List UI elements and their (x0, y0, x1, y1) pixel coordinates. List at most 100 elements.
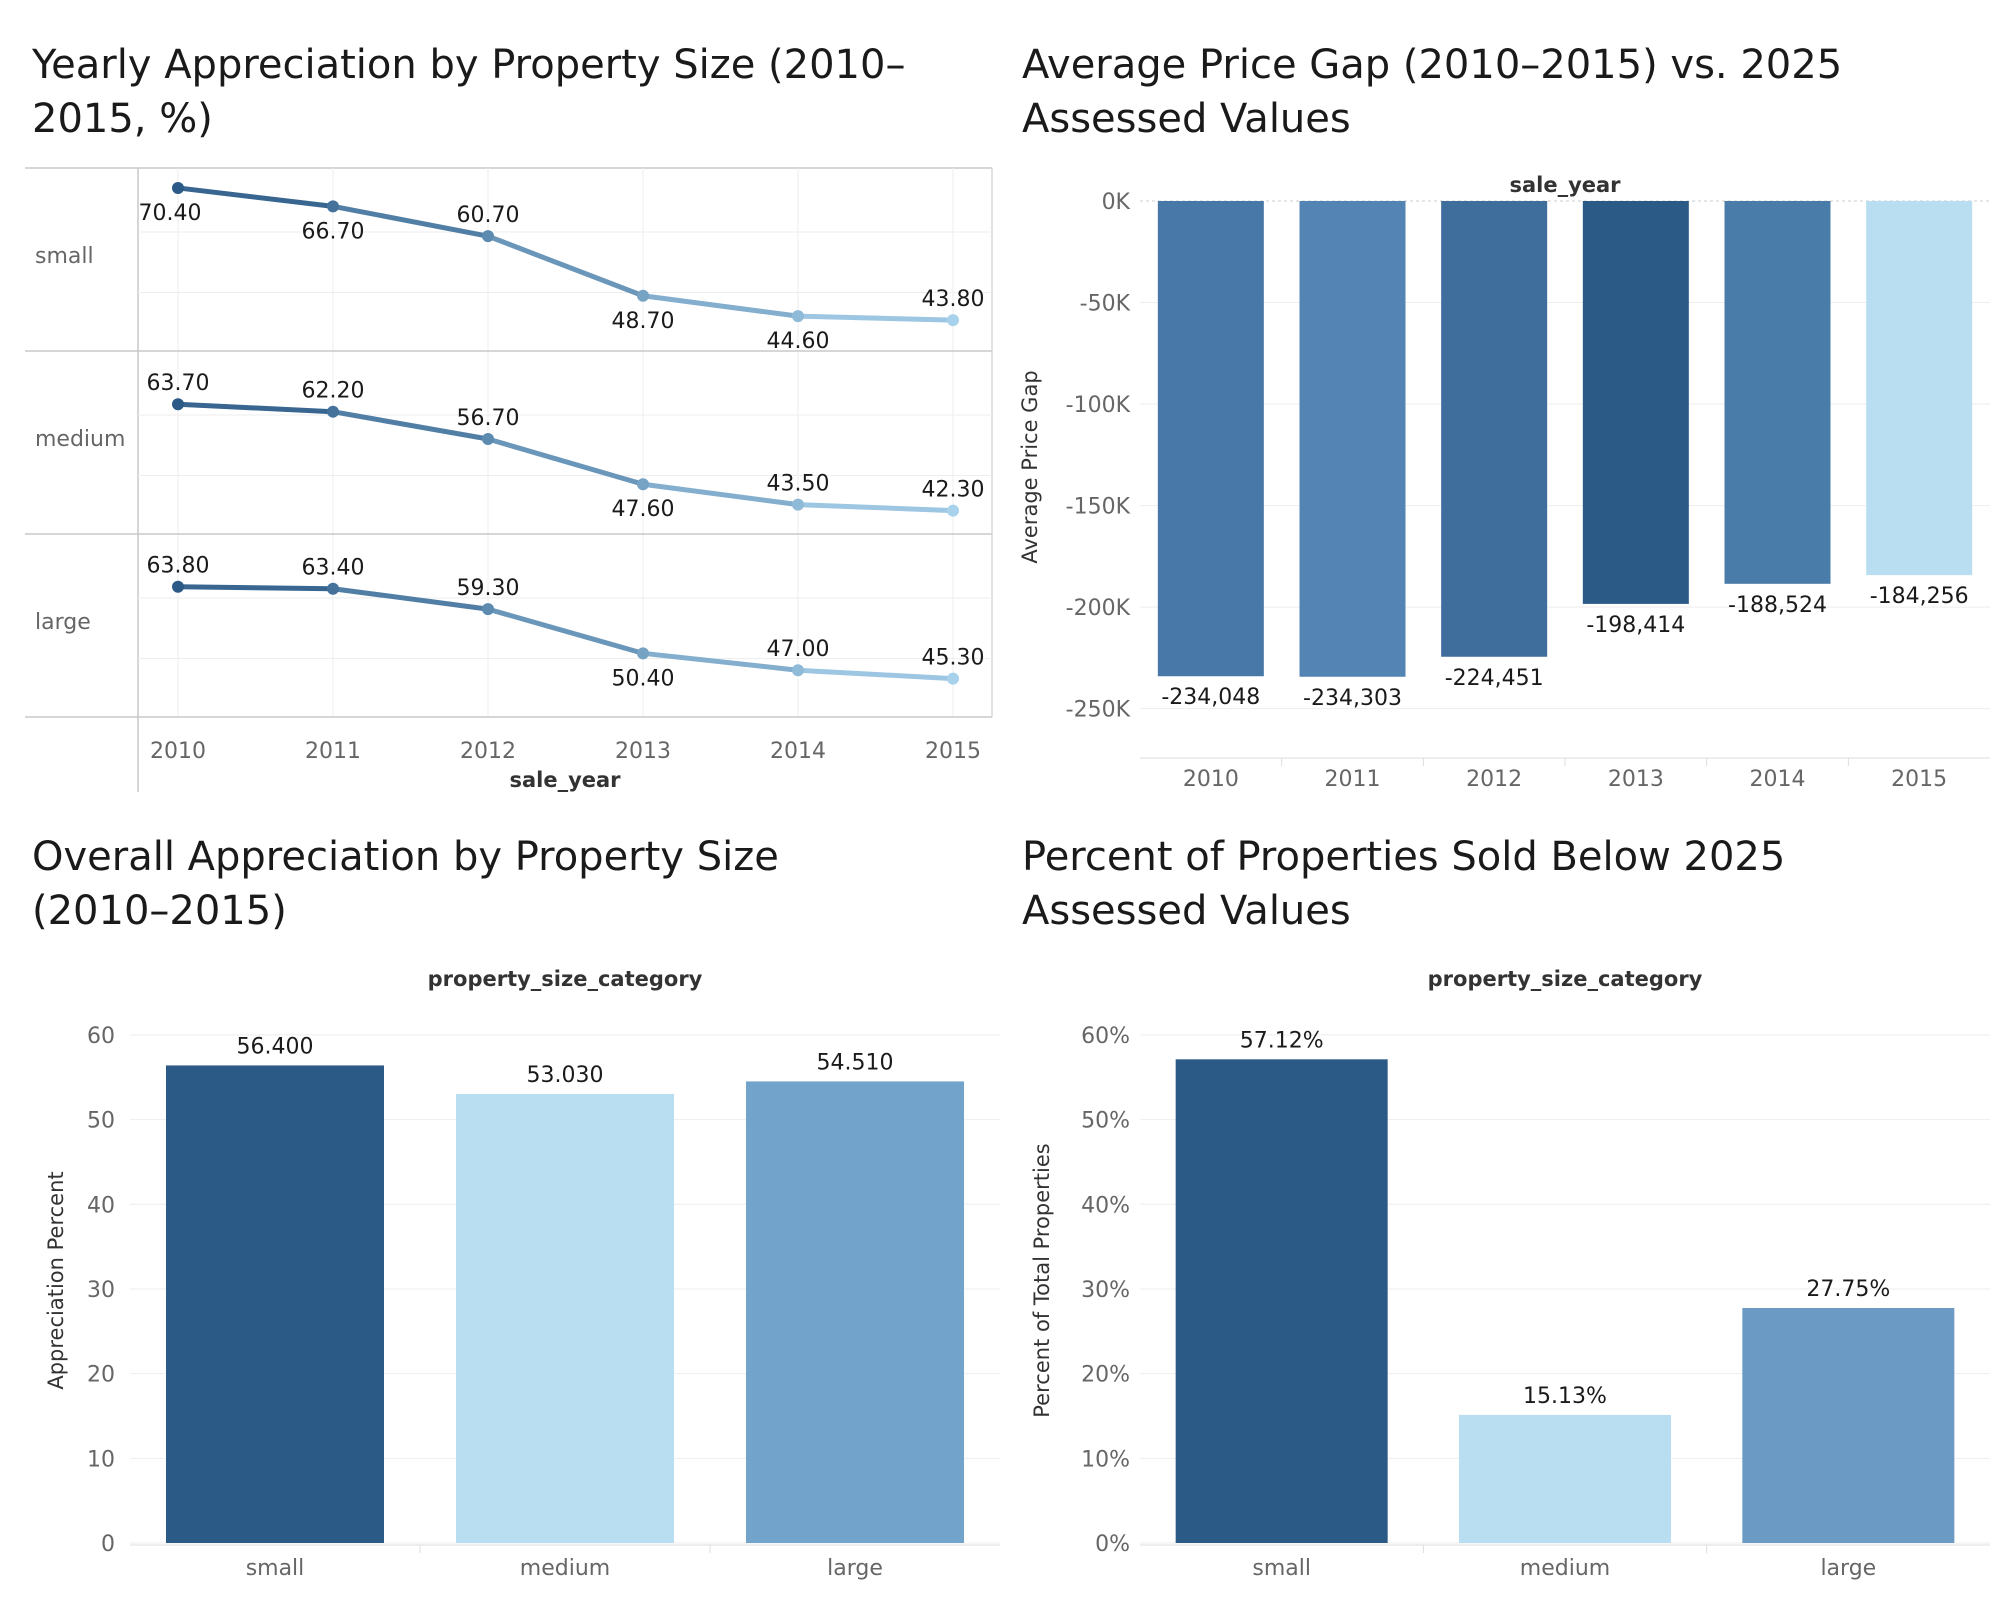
bar-2012 (1441, 201, 1548, 657)
series-line-segment (640, 481, 801, 508)
bar-large (1742, 1308, 1955, 1543)
bar-2015 (1866, 201, 1973, 576)
x-tick-label: large (827, 1556, 883, 1581)
data-point (792, 498, 804, 511)
x-tick-label: 2013 (1608, 767, 1664, 792)
data-label: 56.70 (457, 406, 520, 431)
bar-medium (1459, 1414, 1671, 1543)
y-tick-label: 40 (87, 1193, 115, 1218)
y-tick-label: 30 (87, 1278, 115, 1303)
data-label: 63.70 (147, 371, 210, 396)
y-axis-title: Percent of Total Properties (1030, 1143, 1054, 1417)
x-tick-label: 2010 (1183, 767, 1239, 792)
x-tick-label: large (1820, 1556, 1876, 1581)
data-label: 60.70 (457, 203, 520, 228)
series-line-segment (330, 203, 491, 239)
x-tick-label: 2012 (460, 739, 516, 764)
bar-medium (456, 1093, 674, 1543)
data-point (637, 289, 649, 302)
data-point (172, 398, 184, 411)
y-tick-label: 20% (1081, 1363, 1130, 1388)
x-tick-label: 2015 (925, 739, 981, 764)
x-tick-label: medium (1520, 1556, 1610, 1581)
data-label: -188,524 (1728, 593, 1827, 618)
header-title: property_size_category (1428, 967, 1703, 991)
y-tick-label: 50 (87, 1109, 115, 1134)
bar-large (746, 1081, 964, 1543)
data-label: 63.40 (302, 556, 365, 581)
data-label: 66.70 (302, 219, 365, 244)
bar-2013 (1582, 201, 1689, 604)
y-tick-label: -100K (1066, 393, 1131, 418)
y-tick-label: -50K (1080, 292, 1131, 317)
y-tick-label: 0 (101, 1532, 115, 1557)
panel-price-gap: Average Price Gap (2010–2015) vs. 2025 A… (1000, 0, 2000, 800)
series-line-segment (640, 293, 801, 319)
data-point (327, 405, 339, 418)
data-point (482, 603, 494, 616)
bar-small (166, 1065, 384, 1543)
x-tick-label: 2011 (305, 739, 361, 764)
y-tick-label: -200K (1066, 596, 1131, 621)
data-point (947, 504, 959, 517)
data-label: 56.400 (237, 1034, 314, 1059)
bar-2014 (1724, 201, 1831, 584)
chart-title: Percent of Properties Sold Below 2025 As… (1022, 834, 1786, 934)
data-label: 44.60 (767, 329, 830, 354)
y-tick-label: 60% (1081, 1024, 1130, 1049)
chart-title: Average Price Gap (2010–2015) vs. 2025 A… (1022, 42, 1843, 142)
y-tick-label: -150K (1066, 495, 1131, 520)
series-line-segment (485, 606, 646, 656)
bar-chart: 0 10 20 30 40 50 60 property_size_category Appre… (44, 967, 1000, 1581)
data-point (792, 310, 804, 323)
x-axis-title: sale_year (509, 768, 621, 792)
x-tick-label: 2010 (150, 739, 206, 764)
data-label: 57.12% (1240, 1028, 1324, 1053)
data-label: 63.80 (147, 554, 210, 579)
chart-title: Yearly Appreciation by Property Size (20… (32, 42, 906, 142)
line-chart: small 70.40 66.70 60.70 48.70 44.60 43.80 mediu… (25, 167, 993, 792)
data-label: 45.30 (922, 646, 985, 671)
series-line-segment (330, 409, 491, 442)
bar-small (1175, 1059, 1388, 1543)
x-tick-label: 2011 (1325, 767, 1381, 792)
data-point (637, 478, 649, 491)
data-label: -184,256 (1870, 584, 1969, 609)
y-tick-label: 50% (1081, 1109, 1130, 1134)
data-point (327, 582, 339, 595)
data-label: 15.13% (1523, 1384, 1607, 1409)
y-tick-label: 60 (87, 1024, 115, 1049)
data-label: 53.030 (527, 1063, 604, 1088)
series-line-segment (175, 584, 336, 592)
data-point (637, 647, 649, 660)
data-label: 27.75% (1806, 1277, 1890, 1302)
data-point (947, 314, 959, 327)
y-tick-label: 40% (1081, 1193, 1130, 1218)
y-tick-label: 10 (87, 1447, 115, 1472)
data-label: -224,451 (1445, 666, 1544, 691)
data-label: 62.20 (302, 379, 365, 404)
row-label-large: large (35, 610, 91, 635)
data-point (947, 672, 959, 685)
data-point (327, 200, 339, 213)
x-tick-label: 2012 (1466, 767, 1522, 792)
bar-2010 (1157, 201, 1264, 677)
x-tick-label: 2014 (1750, 767, 1806, 792)
chart-title: Overall Appreciation by Property Size (2… (32, 834, 779, 934)
data-label: -234,048 (1161, 685, 1260, 710)
data-label: -234,303 (1303, 686, 1402, 711)
y-axis-title: Appreciation Percent (44, 1171, 68, 1389)
data-point (482, 433, 494, 446)
x-tick-label: 2014 (770, 739, 826, 764)
x-tick-label: 2013 (615, 739, 671, 764)
x-tick-label: 2015 (1891, 767, 1947, 792)
x-tick-label: medium (520, 1556, 610, 1581)
y-tick-label: 0% (1095, 1532, 1130, 1557)
header-title: property_size_category (428, 967, 703, 991)
bar-chart: 0K -50K -100K -150K -200K -250K sale_year Avera… (1018, 173, 1990, 792)
y-tick-label: 20 (87, 1363, 115, 1388)
y-tick-label: 30% (1081, 1278, 1130, 1303)
row-label-small: small (35, 244, 94, 269)
row-label-medium: medium (35, 427, 125, 452)
data-label: 42.30 (922, 478, 985, 503)
